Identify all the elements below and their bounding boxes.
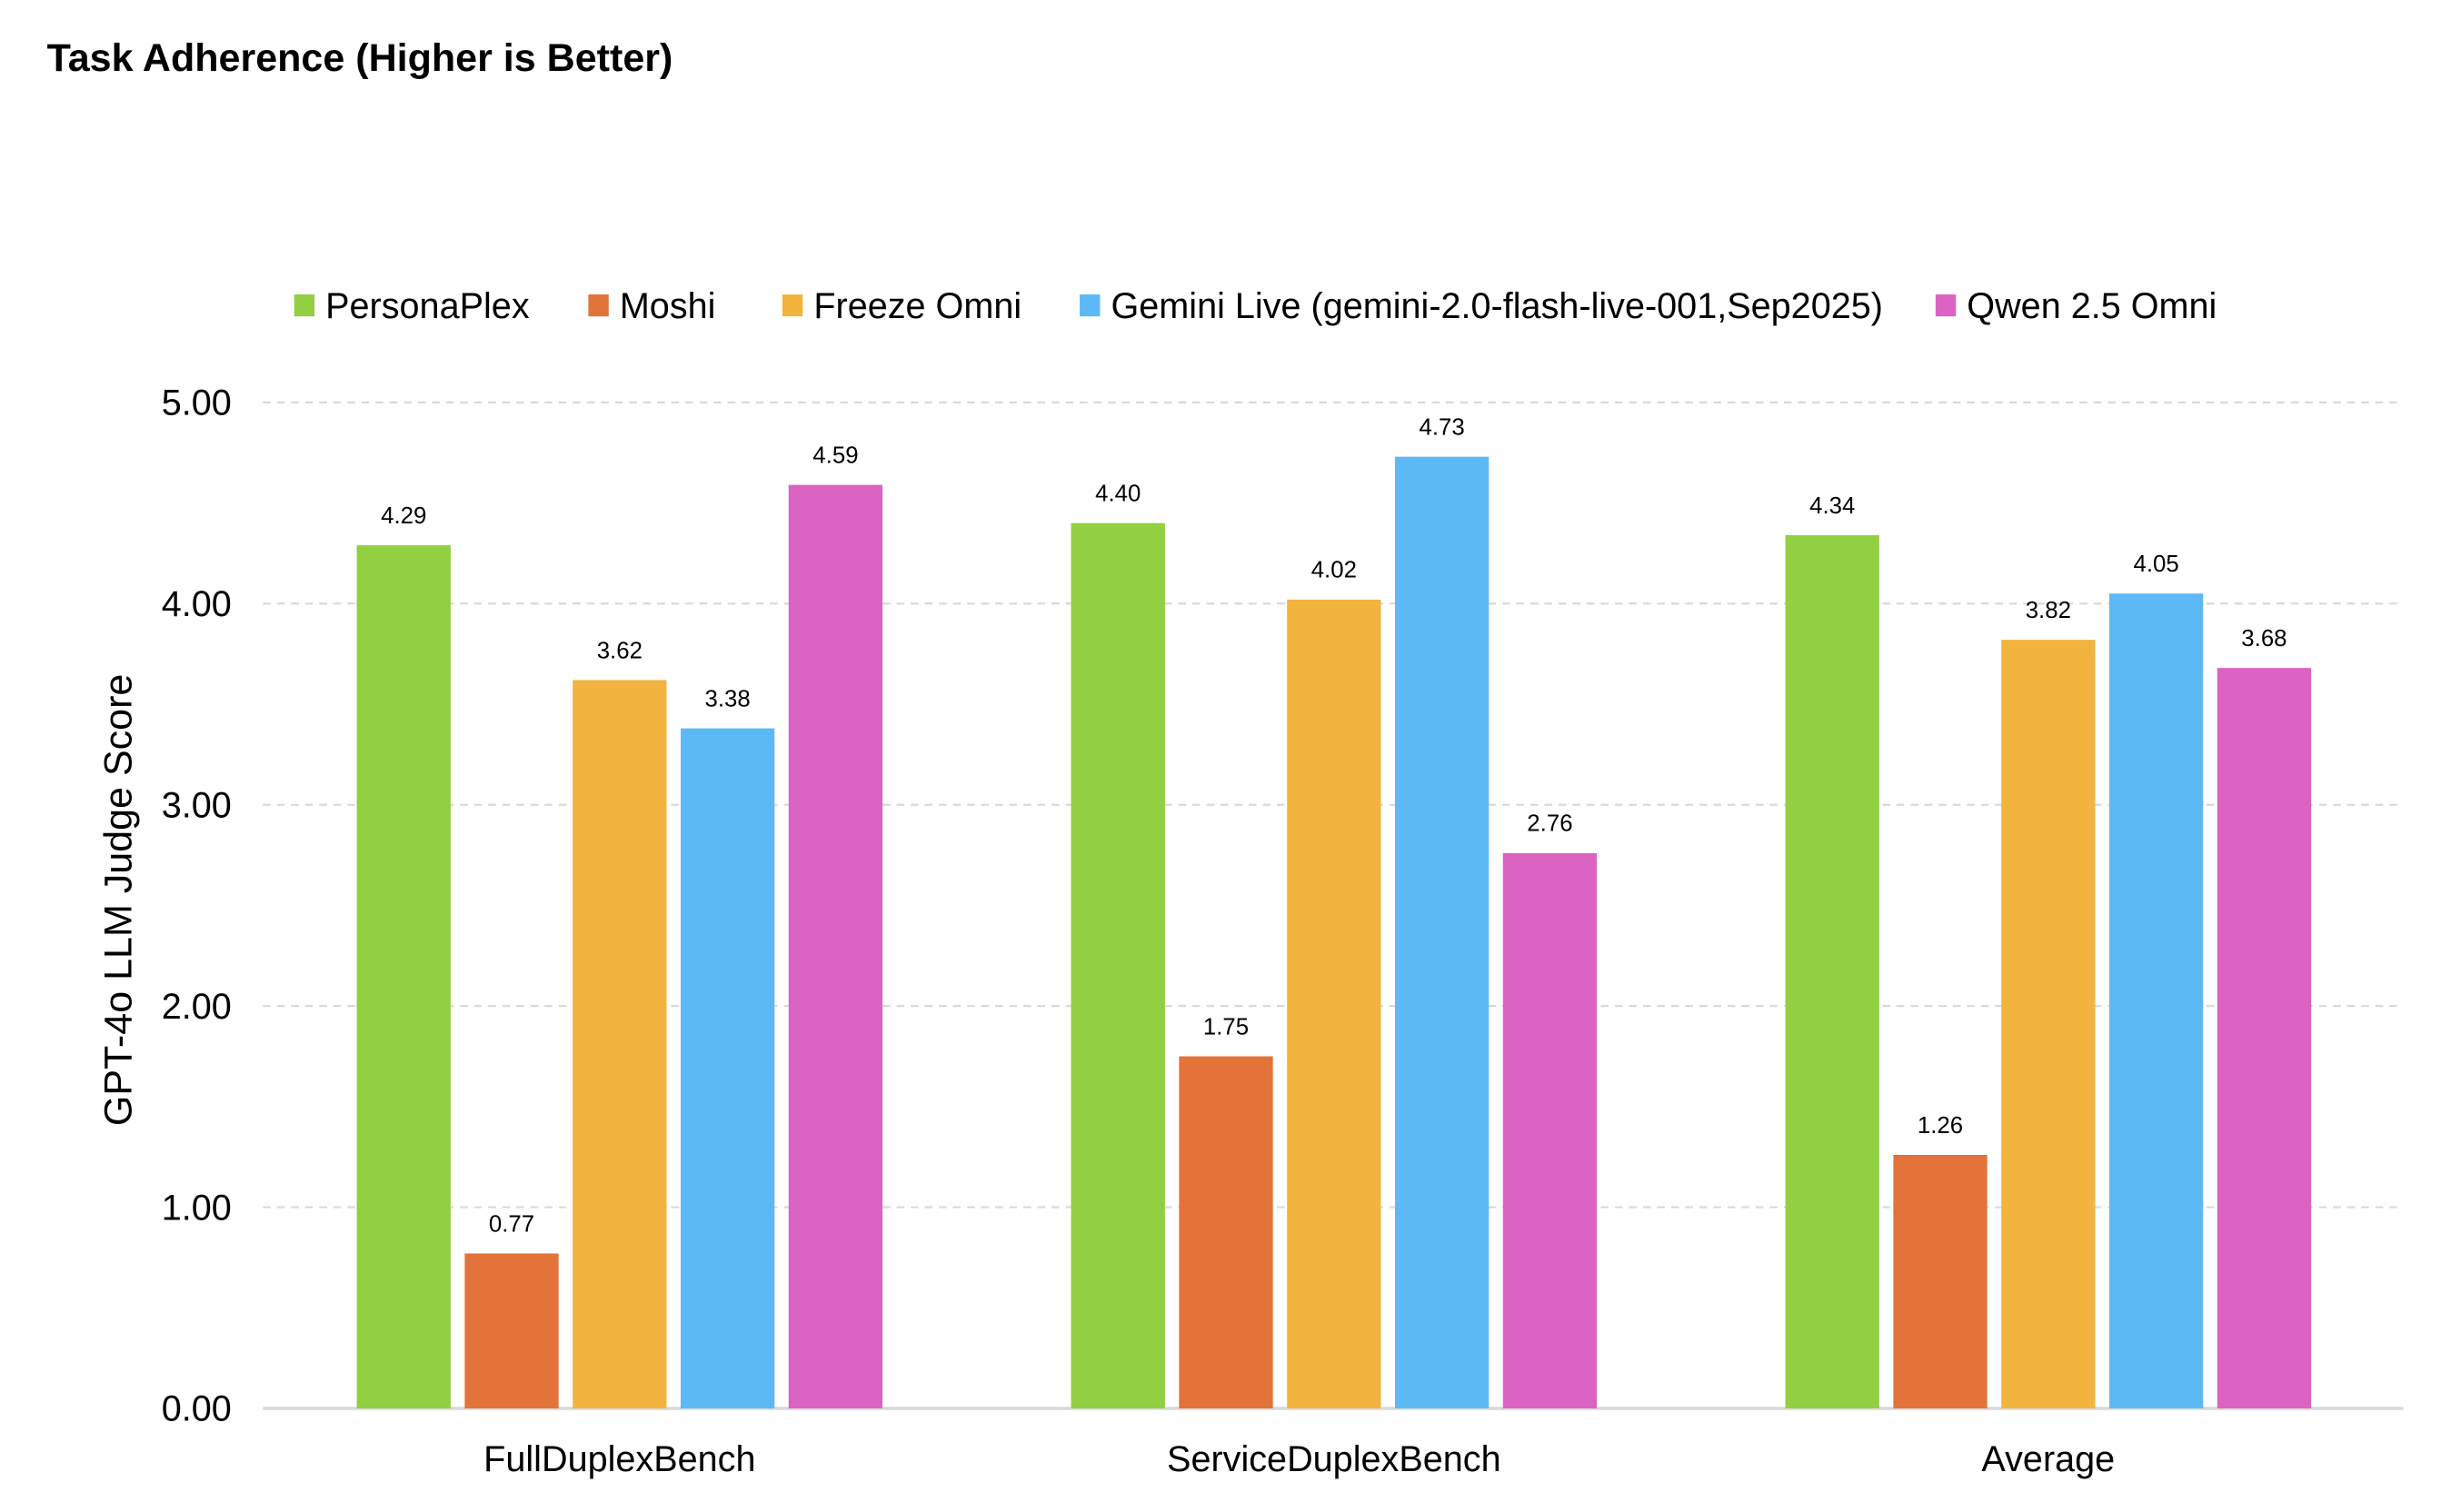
data-label: 4.59: [812, 443, 858, 469]
bar: [680, 728, 775, 1408]
bar: [1785, 535, 1879, 1408]
data-label: 3.62: [597, 638, 643, 663]
bar: [356, 545, 451, 1408]
y-tick-label: 2.00: [162, 987, 232, 1027]
y-tick-label: 4.00: [162, 584, 232, 624]
x-tick-label: Average: [1981, 1439, 2115, 1479]
data-label: 1.26: [1918, 1113, 1963, 1139]
data-label: 4.34: [1809, 493, 1855, 519]
legend-label: Freeze Omni: [813, 286, 1021, 326]
bars: 4.29 0.77 3.62 3.38 4.59 4.40 1.75 4.02 4.73 2.76…: [356, 415, 2312, 1408]
bar: [788, 484, 883, 1408]
bar: [2217, 668, 2312, 1408]
data-label: 3.68: [2241, 626, 2287, 652]
data-label: 2.76: [1527, 811, 1572, 837]
legend-label: PersonaPlex: [325, 286, 530, 326]
legend-label: Gemini Live (gemini-2.0-flash-live-001,S…: [1111, 286, 1882, 326]
data-label: 4.02: [1311, 558, 1357, 583]
y-tick-label: 1.00: [162, 1188, 232, 1228]
data-label: 4.05: [2134, 552, 2179, 577]
data-label: 4.29: [381, 503, 426, 529]
legend-label: Qwen 2.5 Omni: [1967, 286, 2217, 326]
bar: [1394, 456, 1490, 1408]
bar: [2108, 593, 2204, 1408]
y-tick-label: 3.00: [162, 785, 232, 825]
y-axis-ticks: 0.00 1.00 2.00 3.00 4.00 5.00: [162, 383, 232, 1429]
x-tick-label: FullDuplexBench: [483, 1439, 755, 1479]
x-tick-label: ServiceDuplexBench: [1167, 1439, 1501, 1479]
legend-swatch: [588, 294, 609, 317]
bar: [1893, 1154, 1988, 1408]
y-tick-label: 0.00: [162, 1389, 232, 1429]
legend-swatch: [782, 294, 803, 317]
legend: PersonaPlex Moshi Freeze Omni Gemini Live (…: [294, 286, 2217, 326]
data-label: 3.82: [2026, 598, 2071, 623]
y-tick-label: 5.00: [162, 383, 232, 423]
chart-title: Task Adherence (Higher is Better): [47, 36, 673, 80]
bar: [464, 1253, 559, 1408]
bar: [2001, 640, 2096, 1408]
data-label: 3.38: [705, 686, 751, 711]
data-label: 0.77: [489, 1211, 534, 1237]
bar: [1502, 852, 1598, 1408]
bar: [1287, 599, 1381, 1408]
legend-swatch: [1935, 294, 1957, 317]
data-label: 4.40: [1095, 482, 1141, 507]
bar: [573, 680, 667, 1408]
bar: [1179, 1056, 1273, 1408]
x-axis-labels: FullDuplexBench ServiceDuplexBench Average: [483, 1439, 2115, 1479]
legend-label: Moshi: [620, 286, 716, 326]
data-label: 4.73: [1420, 415, 1465, 441]
legend-swatch: [294, 294, 315, 317]
data-label: 1.75: [1203, 1014, 1249, 1040]
y-axis-label: GPT-4o LLM Judge Score: [97, 674, 141, 1127]
legend-swatch: [1080, 294, 1101, 317]
bar: [1071, 522, 1165, 1408]
